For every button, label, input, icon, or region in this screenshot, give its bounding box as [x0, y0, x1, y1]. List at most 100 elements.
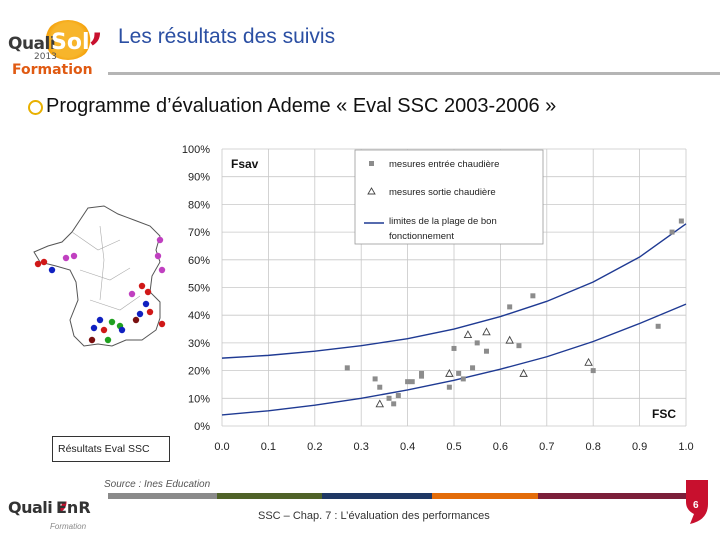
page-number: 6: [693, 500, 699, 511]
lower-limit-curve: [221, 303, 687, 416]
data-point-sortie: [584, 357, 593, 366]
slide-title: Les résultats des suivis: [118, 25, 336, 48]
data-point-sortie: [463, 330, 473, 339]
x-tick-label: 0.7: [539, 441, 554, 453]
comma-icon: ,: [58, 476, 70, 516]
data-point-entree: [460, 376, 466, 382]
x-tick-label: 0.1: [261, 441, 276, 453]
footer-bar-navy: [322, 493, 432, 499]
x-axis-label: FSC: [652, 407, 676, 421]
data-point-entree: [590, 368, 596, 374]
region-border: [99, 225, 105, 301]
data-point-entree: [669, 229, 675, 235]
data-point-entree: [456, 370, 462, 376]
logo-brand: Quali: [8, 34, 56, 54]
y-tick-label: 10%: [188, 393, 210, 405]
legend-square-icon: [369, 161, 374, 166]
site-marker: [96, 316, 104, 324]
site-marker: [100, 326, 108, 334]
site-marker: [156, 236, 164, 244]
bullet-circle-icon: [28, 100, 43, 115]
region-border: [89, 295, 141, 311]
data-point-entree: [655, 323, 661, 329]
data-point-entree: [377, 384, 383, 390]
site-marker: [132, 316, 140, 324]
y-tick-label: 50%: [188, 283, 210, 295]
data-point-entree: [419, 373, 425, 379]
y-tick-label: 80%: [188, 199, 210, 211]
data-point-entree: [395, 393, 401, 399]
data-point-entree: [405, 379, 411, 385]
data-point-entree: [372, 376, 378, 382]
title-divider: [108, 72, 720, 75]
legend-entry: fonctionnement: [389, 231, 454, 242]
site-marker: [104, 336, 112, 344]
site-marker: [34, 260, 42, 268]
page-comma-icon: [686, 480, 708, 524]
data-point-entree: [507, 304, 513, 310]
france-outline: [33, 205, 161, 347]
site-marker: [70, 252, 78, 260]
legend-entry: mesures entrée chaudière: [389, 159, 499, 170]
x-tick-label: 0.6: [493, 441, 508, 453]
logo-brand-accent: EnR: [56, 498, 91, 517]
site-marker: [146, 308, 154, 316]
y-tick-label: 70%: [188, 227, 210, 239]
logo-year: 2013: [34, 52, 57, 62]
legend-box: [354, 149, 544, 245]
site-marker: [154, 252, 162, 260]
site-marker: [142, 300, 150, 308]
site-marker: [128, 290, 136, 298]
site-marker: [48, 266, 56, 274]
data-point-entree: [391, 401, 397, 407]
y-tick-label: 30%: [188, 338, 210, 350]
comma-icon: ,: [90, 2, 104, 49]
y-tick-label: 0%: [194, 421, 210, 433]
region-border: [71, 231, 121, 251]
data-point-entree: [446, 384, 452, 390]
map-caption: Résultats Eval SSC: [52, 436, 170, 462]
x-tick-label: 1.0: [678, 441, 693, 453]
data-point-entree: [516, 343, 522, 349]
x-tick-label: 0.3: [354, 441, 369, 453]
data-point-entree: [344, 365, 350, 371]
site-marker: [158, 266, 166, 274]
qualienr-logo: , Quali EnR Formation: [6, 476, 106, 538]
logo-subtitle: Formation: [12, 62, 93, 78]
data-point-entree: [451, 345, 457, 351]
site-marker: [158, 320, 166, 328]
footer-text: SSC – Chap. 7 : L’évaluation des perform…: [258, 510, 490, 522]
logo-brand-accent: Sol: [51, 30, 90, 55]
data-point-entree: [483, 348, 489, 354]
site-marker: [118, 326, 126, 334]
x-tick-label: 0.8: [586, 441, 601, 453]
data-point-sortie: [445, 368, 454, 377]
site-marker: [62, 254, 70, 262]
site-marker: [90, 324, 98, 332]
footer-bar-burgundy: [538, 493, 702, 499]
site-marker: [40, 258, 48, 266]
logo-brand: Quali: [8, 498, 53, 517]
y-tick-label: 20%: [188, 366, 210, 378]
site-marker: [138, 282, 146, 290]
data-point-entree: [386, 395, 392, 401]
footer-bar-orange: [432, 493, 538, 499]
data-point-entree: [409, 379, 415, 385]
site-marker: [144, 288, 152, 296]
legend-triangle-icon: [367, 187, 376, 195]
sun-icon: [44, 20, 92, 60]
legend-entry: limites de la plage de bon: [389, 216, 497, 227]
region-border: [79, 267, 131, 281]
upper-limit-curve: [221, 223, 687, 359]
chart-title: Fsav: [231, 157, 259, 171]
data-point-sortie: [375, 399, 385, 408]
x-tick-label: 0.4: [400, 441, 415, 453]
data-point-entree: [419, 370, 425, 376]
france-map: [33, 205, 166, 347]
plot-area: 0% 10% 20% 30% 40% 50% 60% 70% 80% 90% 100% 0.0 0.1 0…: [182, 144, 694, 453]
x-tick-label: 0.2: [307, 441, 322, 453]
legend-entry: mesures sortie chaudière: [389, 187, 496, 198]
y-tick-label: 100%: [182, 144, 210, 156]
site-marker: [88, 336, 96, 344]
